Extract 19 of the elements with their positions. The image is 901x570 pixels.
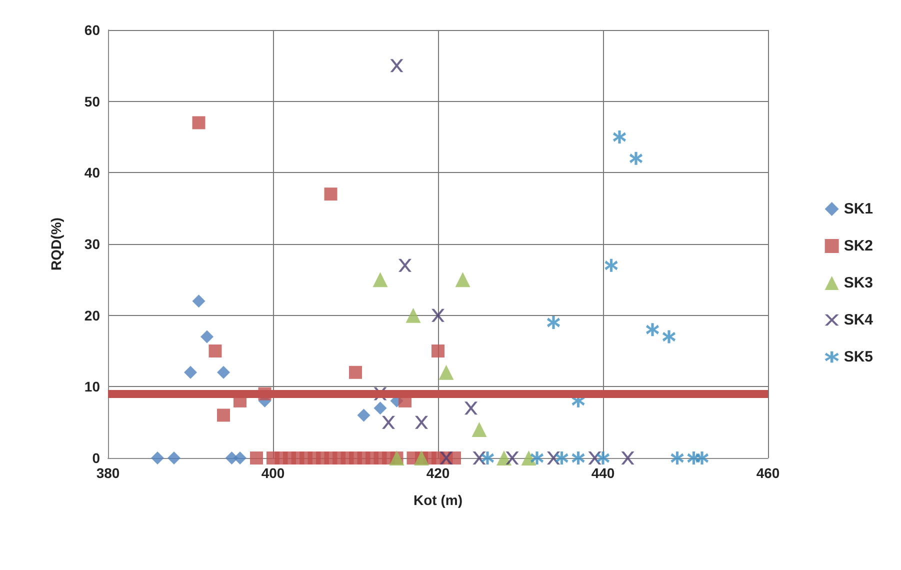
y-tick-label: 30 — [84, 236, 100, 252]
y-tick-label: 0 — [92, 450, 100, 466]
x-tick-label: 440 — [591, 465, 615, 481]
y-tick-label: 40 — [84, 164, 100, 181]
y-tick-label: 60 — [84, 22, 100, 38]
legend-label: SK1 — [844, 200, 874, 218]
x-axis-title: Kot (m) — [414, 492, 462, 508]
legend-label: SK2 — [844, 238, 874, 254]
x-tick-label: 380 — [96, 465, 120, 481]
legend-label: SK5 — [844, 348, 874, 366]
y-tick-label: 20 — [84, 307, 100, 324]
y-tick-label: 10 — [84, 378, 100, 395]
legend-label: SK3 — [844, 274, 874, 292]
legend-label: SK4 — [844, 312, 874, 328]
y-axis-title: RQD(%) — [48, 218, 64, 270]
x-tick-label: 420 — [426, 465, 450, 481]
x-tick-label: 460 — [756, 465, 780, 481]
y-tick-label: 50 — [84, 93, 100, 110]
x-tick-label: 400 — [261, 465, 285, 481]
